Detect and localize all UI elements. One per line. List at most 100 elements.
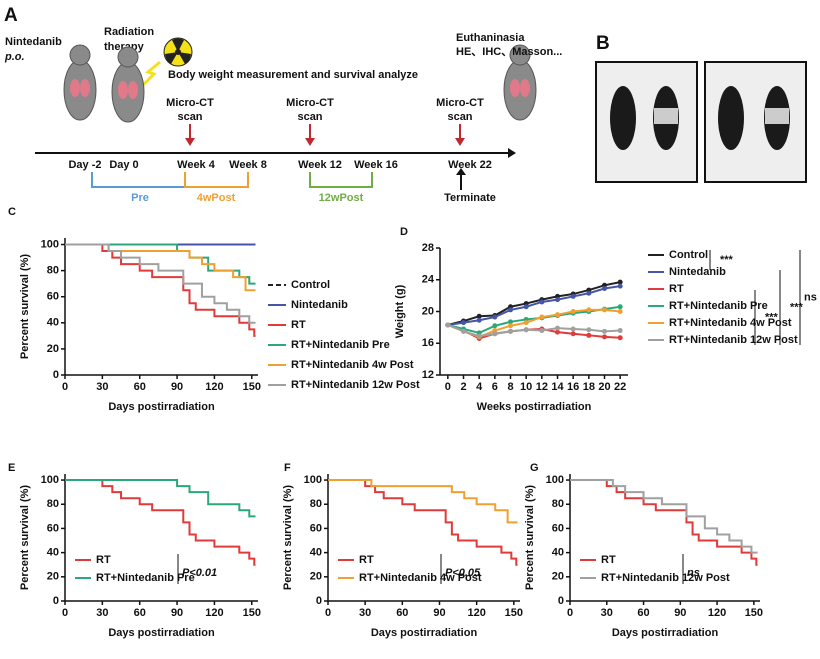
end-label: Euthaninasia bbox=[456, 32, 525, 44]
stat-label: *** bbox=[720, 254, 734, 266]
arrowhead bbox=[305, 138, 315, 146]
legend-label: RT bbox=[601, 554, 616, 566]
panel-label: B bbox=[596, 33, 610, 54]
bracket bbox=[91, 172, 186, 188]
y-tick-label: 28 bbox=[422, 242, 434, 254]
arrowhead bbox=[456, 168, 466, 175]
point bbox=[555, 312, 560, 318]
x-tick-label: 120 bbox=[205, 381, 223, 393]
x-tick-label: 60 bbox=[637, 607, 649, 619]
end-label: HE、IHC、Masson... bbox=[456, 46, 562, 58]
y-tick-label: 60 bbox=[47, 522, 59, 534]
point bbox=[523, 327, 529, 333]
x-tick-label: 120 bbox=[467, 607, 485, 619]
series-line bbox=[65, 243, 256, 337]
point bbox=[555, 325, 560, 331]
y-tick-label: 16 bbox=[422, 337, 434, 349]
point bbox=[617, 309, 623, 314]
time-label: Day 0 bbox=[109, 159, 138, 171]
group-label: Pre bbox=[131, 192, 149, 204]
y-tick-label: 40 bbox=[47, 547, 59, 559]
irradiated-fur bbox=[654, 108, 789, 124]
series-line bbox=[328, 479, 518, 566]
y-tick-label: 0 bbox=[53, 369, 59, 381]
point bbox=[570, 326, 576, 332]
point bbox=[508, 319, 513, 325]
point bbox=[570, 293, 576, 299]
y-tick-label: 12 bbox=[422, 369, 434, 381]
x-axis-title: Days postirradiation bbox=[371, 627, 478, 639]
x-tick-label: 30 bbox=[359, 607, 371, 619]
point bbox=[570, 331, 576, 337]
x-tick-label: 60 bbox=[134, 607, 146, 619]
legend-label: RT bbox=[359, 554, 374, 566]
series-line bbox=[65, 243, 256, 292]
y-tick-label: 100 bbox=[304, 474, 322, 486]
panel-label: G bbox=[530, 462, 539, 474]
lungs bbox=[70, 79, 530, 99]
stat-label: P<0.05 bbox=[445, 567, 481, 579]
x-tick-label: 90 bbox=[171, 381, 183, 393]
series-line bbox=[447, 285, 621, 326]
stat-label: *** bbox=[765, 311, 779, 323]
series-line bbox=[447, 281, 621, 326]
arrowhead bbox=[455, 138, 465, 146]
panel-label: C bbox=[8, 206, 16, 218]
legend-label: Control bbox=[291, 279, 330, 291]
radiation-icon bbox=[163, 37, 193, 67]
point bbox=[508, 307, 513, 313]
point bbox=[492, 323, 498, 329]
x-axis-title: Weeks postirradiation bbox=[477, 401, 592, 413]
y-tick-label: 60 bbox=[552, 522, 564, 534]
y-tick-label: 40 bbox=[310, 547, 322, 559]
point bbox=[476, 313, 482, 319]
x-tick-label: 16 bbox=[567, 381, 579, 393]
arrowhead bbox=[508, 148, 516, 158]
point bbox=[492, 331, 498, 337]
scan-label: Micro-CT bbox=[436, 97, 484, 109]
time-label: Week 22 bbox=[448, 159, 492, 171]
point bbox=[476, 317, 482, 323]
group-label: 12wPost bbox=[319, 192, 364, 204]
point bbox=[539, 314, 545, 320]
legend-label: RT+Nintedanib 4w Post bbox=[291, 359, 414, 371]
panel-label: A bbox=[4, 5, 18, 26]
x-tick-label: 4 bbox=[476, 381, 483, 393]
x-tick-label: 30 bbox=[96, 607, 108, 619]
bracket bbox=[184, 172, 249, 188]
measure-label: Body weight measurement and survival ana… bbox=[168, 69, 418, 81]
x-tick-label: 150 bbox=[505, 607, 523, 619]
y-tick-label: 100 bbox=[546, 474, 564, 486]
x-tick-label: 60 bbox=[134, 381, 146, 393]
scan-label: Micro-CT bbox=[286, 97, 334, 109]
x-tick-label: 60 bbox=[396, 607, 408, 619]
drug-label: Nintedanib bbox=[5, 36, 62, 48]
y-tick-label: 0 bbox=[558, 595, 564, 607]
y-tick-label: 40 bbox=[47, 317, 59, 329]
series-line bbox=[447, 305, 621, 334]
y-tick-label: 80 bbox=[552, 498, 564, 510]
point bbox=[508, 323, 513, 329]
point bbox=[445, 322, 451, 328]
radiation-label: Radiation bbox=[104, 26, 154, 38]
time-label: Week 4 bbox=[177, 159, 216, 171]
bracket bbox=[309, 172, 373, 188]
x-tick-label: 18 bbox=[583, 381, 595, 393]
point bbox=[586, 327, 592, 333]
point bbox=[617, 328, 623, 334]
y-axis-title: Percent survival (%) bbox=[282, 485, 294, 590]
x-tick-label: 0 bbox=[445, 381, 451, 393]
series-line bbox=[328, 479, 518, 524]
x-tick-label: 90 bbox=[171, 607, 183, 619]
x-tick-label: 150 bbox=[243, 381, 261, 393]
series-line bbox=[65, 243, 256, 324]
legend-label: RT+Nintedanib 12w Post bbox=[291, 379, 420, 391]
point bbox=[617, 335, 623, 341]
legend-label: Nintedanib bbox=[669, 266, 726, 278]
y-tick-label: 20 bbox=[552, 571, 564, 583]
bolt bbox=[138, 60, 161, 90]
y-tick-label: 24 bbox=[422, 274, 435, 286]
x-axis-title: Days postirradiation bbox=[108, 401, 215, 413]
